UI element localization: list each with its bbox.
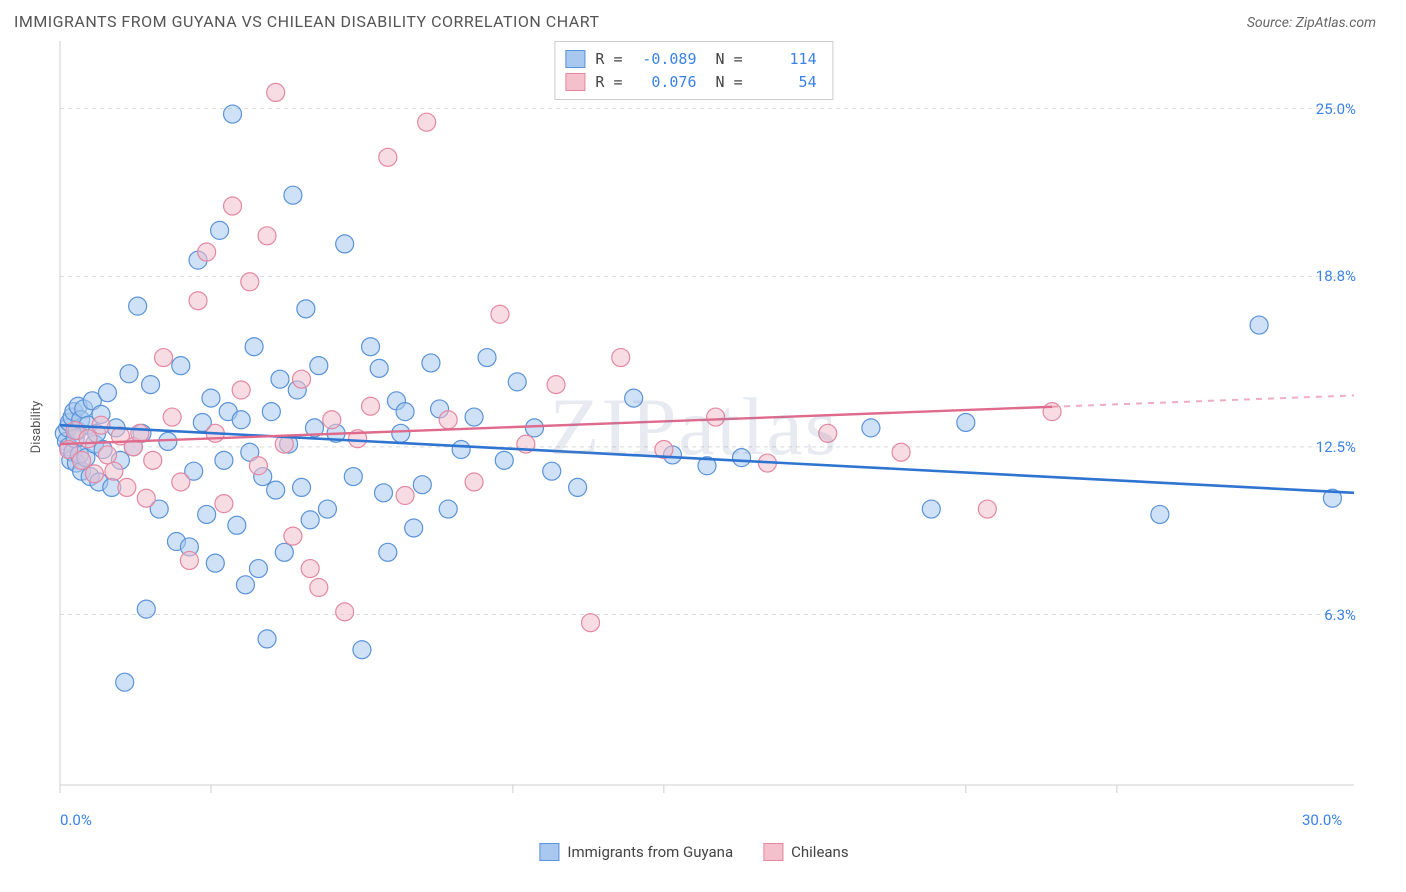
y-tick-label: 6.3% <box>1324 606 1356 624</box>
y-tick-label: 18.8% <box>1316 267 1356 285</box>
y-tick-label: 12.5% <box>1316 438 1356 456</box>
x-min-label: 0.0% <box>60 811 92 829</box>
legend-row-guyana: R = -0.089 N = 114 <box>565 48 816 71</box>
r-value-chileans: 0.076 <box>632 71 696 94</box>
swatch-chileans <box>565 73 585 91</box>
chart-area: Disability ZIPatlas R = -0.089 N = 114 R… <box>14 37 1374 817</box>
y-axis-label: Disability <box>29 401 44 454</box>
n-value-chileans: 54 <box>753 71 817 94</box>
scatter-plot <box>14 37 1374 817</box>
y-tick-label: 25.0% <box>1316 100 1356 118</box>
correlation-legend: R = -0.089 N = 114 R = 0.076 N = 54 <box>554 41 833 100</box>
x-max-label: 30.0% <box>1302 811 1342 829</box>
swatch-chileans-b <box>763 843 783 861</box>
swatch-guyana-b <box>539 843 559 861</box>
series-legend: Immigrants from Guyana Chileans <box>539 843 848 861</box>
source-label: Source: ZipAtlas.com <box>1247 15 1376 31</box>
n-value-guyana: 114 <box>753 48 817 71</box>
legend-row-chileans: R = 0.076 N = 54 <box>565 71 816 94</box>
legend-label-chileans: Chileans <box>791 843 848 861</box>
legend-label-guyana: Immigrants from Guyana <box>567 843 733 861</box>
chart-title: IMMIGRANTS FROM GUYANA VS CHILEAN DISABI… <box>14 12 599 31</box>
swatch-guyana <box>565 50 585 68</box>
legend-item-guyana: Immigrants from Guyana <box>539 843 733 861</box>
legend-item-chileans: Chileans <box>763 843 848 861</box>
r-value-guyana: -0.089 <box>632 48 696 71</box>
